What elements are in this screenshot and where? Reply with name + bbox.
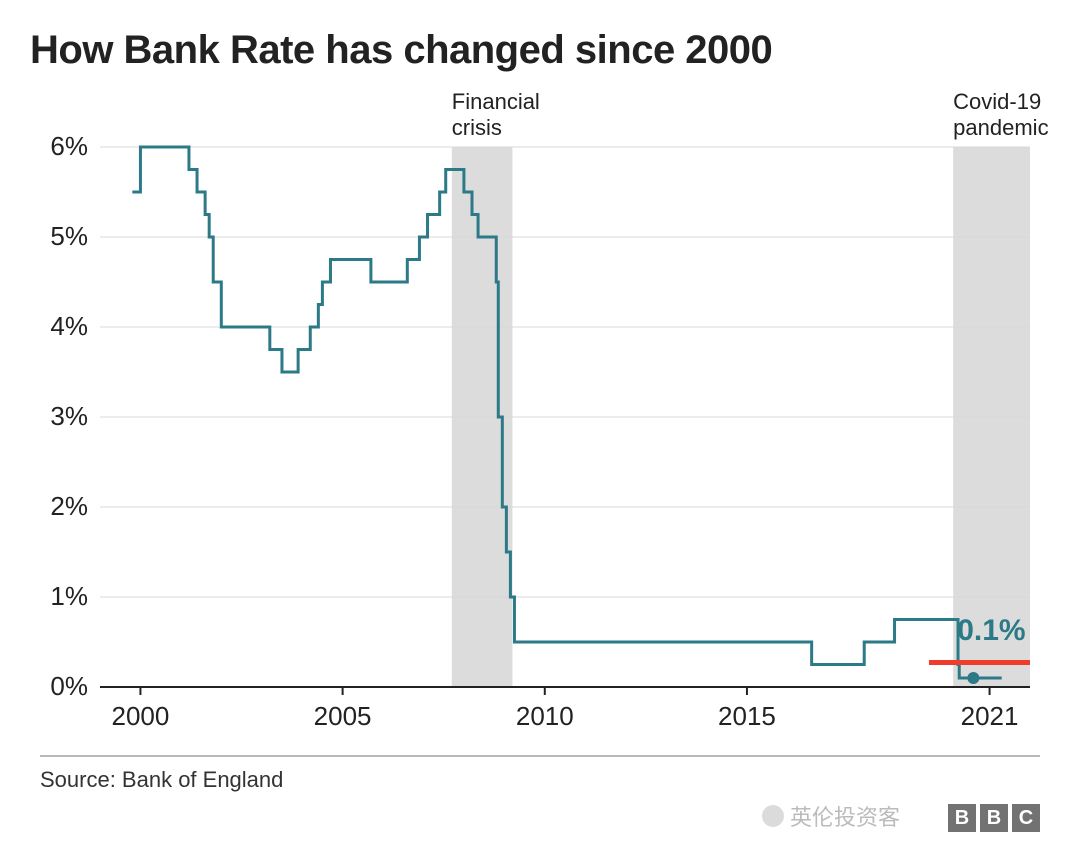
logo-block: B (948, 804, 976, 832)
svg-text:3%: 3% (50, 401, 88, 431)
bbc-logo: B B C (948, 804, 1040, 832)
svg-text:0%: 0% (50, 671, 88, 701)
svg-text:6%: 6% (50, 131, 88, 161)
logo-block: C (1012, 804, 1040, 832)
svg-text:2015: 2015 (718, 701, 776, 731)
chart-area: 0% 1% 2% 3% 4% 5% 6% 2000 2005 2010 2015 2021 Finan… (40, 87, 1040, 747)
source-label: Source: Bank of England (40, 767, 1050, 793)
watermark-text: 英伦投资客 (790, 800, 900, 832)
chart-frame: How Bank Rate has changed since 2000 0% 1… (0, 0, 1080, 850)
wechat-icon (762, 805, 784, 827)
footer-divider (40, 755, 1040, 757)
svg-text:2%: 2% (50, 491, 88, 521)
logo-block: B (980, 804, 1008, 832)
annotation-covid-pandemic: Covid-19 pandemic (953, 89, 1048, 142)
callout-current-rate: 0.1% (957, 614, 1025, 648)
svg-text:2021: 2021 (961, 701, 1019, 731)
chart-title: How Bank Rate has changed since 2000 (30, 28, 1050, 73)
svg-text:1%: 1% (50, 581, 88, 611)
callout-underline (929, 660, 1030, 665)
svg-text:4%: 4% (50, 311, 88, 341)
svg-text:2010: 2010 (516, 701, 574, 731)
annotation-financial-crisis: Financial crisis (452, 89, 540, 142)
watermark: 英伦投资客 (762, 800, 900, 832)
svg-text:2005: 2005 (314, 701, 372, 731)
svg-text:2000: 2000 (112, 701, 170, 731)
line-chart-svg: 0% 1% 2% 3% 4% 5% 6% 2000 2005 2010 2015 2021 (40, 87, 1040, 747)
svg-text:5%: 5% (50, 221, 88, 251)
